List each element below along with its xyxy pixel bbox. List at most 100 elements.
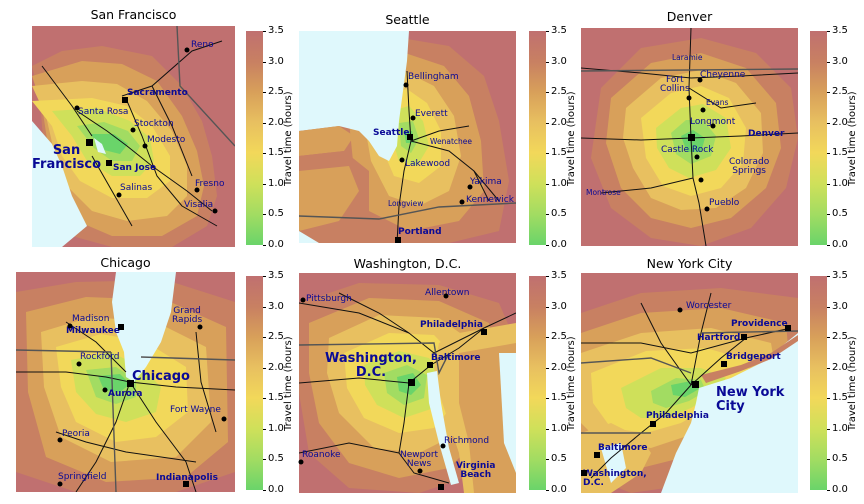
colorbar-tick-mark <box>827 306 830 308</box>
colorbar-tick-mark <box>546 398 549 400</box>
colorbar-tick-mark <box>263 92 266 94</box>
city-label: Richmond <box>444 436 490 446</box>
colorbar-tick-label: 3.0 <box>551 55 567 67</box>
colorbar-tick-mark <box>546 459 549 461</box>
city-label: Virginia Beach <box>456 461 496 481</box>
city-label: Newport News <box>400 450 439 470</box>
colorbar-tick-label: 0.5 <box>832 453 848 465</box>
city-label: Hartford <box>697 333 741 343</box>
colorbar-tick-label: 1.0 <box>551 422 567 434</box>
city-label: Fort Collins <box>660 75 690 95</box>
colorbar-tick-mark <box>827 92 830 94</box>
colorbar-tick-label: 3.0 <box>268 300 284 312</box>
colorbar-tick-mark <box>546 367 549 369</box>
colorbar-label: Travel time (hours) <box>847 91 858 186</box>
colorbar-label: Travel time (hours) <box>283 336 294 431</box>
colorbar-tick-label: 0.5 <box>832 208 848 220</box>
city-label: Everett <box>415 109 448 119</box>
colorbar-tick-mark <box>546 92 549 94</box>
city-label: Peoria <box>62 429 90 439</box>
city-label: Modesto <box>147 135 186 145</box>
colorbar-1 <box>246 31 263 245</box>
colorbar-tick-label: 2.0 <box>268 361 284 373</box>
city-label: Fort Wayne <box>170 405 221 415</box>
colorbar-tick-mark <box>827 276 830 277</box>
travel-time-map <box>32 26 235 247</box>
colorbar-tick-mark <box>546 245 549 246</box>
city-label: Lakewood <box>405 159 451 169</box>
colorbar-tick-mark <box>546 31 549 32</box>
colorbar-tick-mark <box>546 490 549 491</box>
city-label: Aurora <box>108 389 143 399</box>
colorbar-tick-label: 3.0 <box>268 55 284 67</box>
colorbar-tick-mark <box>263 61 266 63</box>
city-label: New York City <box>716 385 785 414</box>
colorbar-tick-label: 3.5 <box>268 270 284 281</box>
colorbar-tick-label: 2.0 <box>268 116 284 128</box>
city-label: Kennewick <box>466 195 514 205</box>
city-label: Stockton <box>134 119 174 129</box>
city-label: Washington, D.C. <box>583 469 647 489</box>
colorbar-tick-label: 3.5 <box>268 25 284 36</box>
colorbar-tick-mark <box>546 122 549 124</box>
city-label: Fresno <box>195 179 225 189</box>
city-label: Visalia <box>184 200 214 210</box>
colorbar-tick-label: 1.0 <box>551 177 567 189</box>
city-label: Pueblo <box>709 198 740 208</box>
city-label: Denver <box>748 129 785 139</box>
city-label: Bridgeport <box>726 352 781 362</box>
colorbar-tick-mark <box>263 153 266 155</box>
city-label: Wenatchee <box>430 137 472 146</box>
colorbar-tick-label: 1.5 <box>268 147 284 159</box>
city-label: Seattle <box>373 128 410 138</box>
city-label: San Francisco <box>32 143 102 172</box>
city-label: Sacramento <box>127 88 188 98</box>
colorbar-label: Travel time (hours) <box>283 91 294 186</box>
city-label: Longmont <box>690 117 736 127</box>
colorbar-tick-mark <box>263 398 266 400</box>
colorbar-tick-mark <box>263 367 266 369</box>
city-label: Allentown <box>425 288 470 298</box>
travel-time-map <box>299 31 516 243</box>
city-label: San Jose <box>113 163 157 173</box>
colorbar-tick-label: 1.5 <box>551 147 567 159</box>
map-title: Denver <box>666 9 713 24</box>
colorbar-tick-label: 0.0 <box>832 484 848 495</box>
colorbar-tick-mark <box>263 31 266 32</box>
city-label: Yakima <box>470 177 502 187</box>
colorbar-tick-label: 3.5 <box>832 270 848 281</box>
travel-time-map <box>581 273 798 493</box>
colorbar-tick-mark <box>827 153 830 155</box>
colorbar-tick-mark <box>263 245 266 246</box>
colorbar-tick-label: 0.0 <box>268 484 284 495</box>
colorbar-tick-label: 2.5 <box>832 331 848 343</box>
colorbar-tick-label: 2.0 <box>832 361 848 373</box>
colorbar-tick-mark <box>546 153 549 155</box>
city-label: Baltimore <box>598 443 648 453</box>
colorbar-tick-label: 2.5 <box>832 86 848 98</box>
colorbar-tick-mark <box>827 183 830 185</box>
colorbar-tick-label: 0.5 <box>551 453 567 465</box>
colorbar-tick-mark <box>546 276 549 277</box>
city-label: Reno <box>191 40 214 50</box>
city-label: Evans <box>706 98 729 107</box>
colorbar-label: Travel time (hours) <box>847 336 858 431</box>
colorbar-tick-mark <box>546 214 549 216</box>
colorbar-tick-label: 1.5 <box>268 392 284 404</box>
colorbar-tick-label: 2.5 <box>268 331 284 343</box>
colorbar-tick-label: 3.5 <box>832 25 848 36</box>
colorbar-tick-mark <box>546 183 549 185</box>
colorbar-tick-mark <box>263 306 266 308</box>
colorbar-tick-mark <box>827 428 830 430</box>
colorbar-label: Travel time (hours) <box>566 91 577 186</box>
colorbar-tick-mark <box>827 245 830 246</box>
colorbar-tick-label: 0.0 <box>551 239 567 250</box>
colorbar-tick-mark <box>263 490 266 491</box>
colorbar-tick-label: 0.0 <box>268 239 284 250</box>
colorbar-tick-label: 0.5 <box>268 453 284 465</box>
colorbar-tick-mark <box>263 214 266 216</box>
city-label: Montrose <box>586 188 621 197</box>
colorbar-2 <box>529 31 546 245</box>
colorbar-tick-mark <box>263 183 266 185</box>
colorbar-tick-label: 0.5 <box>551 208 567 220</box>
